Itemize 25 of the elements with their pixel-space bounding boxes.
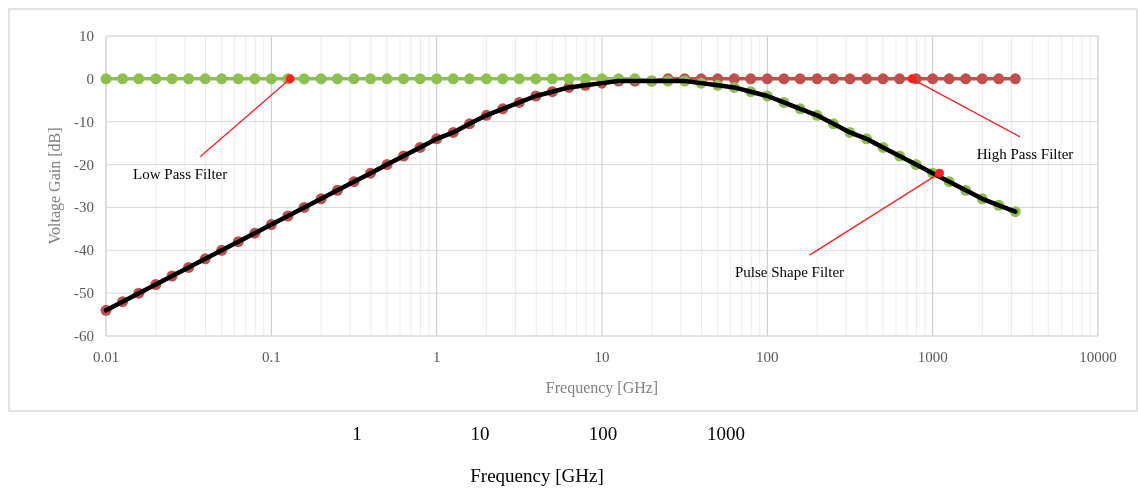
annotation: Low Pass Filter <box>133 165 228 182</box>
text: Frequency [GHz] <box>470 465 604 486</box>
text: 1000 <box>707 423 745 444</box>
x-axis-title: Frequency [GHz] <box>545 379 659 397</box>
x-tick-label: 0.1 <box>261 349 281 365</box>
annotation: Pulse Shape Filter <box>734 264 845 281</box>
y-tick-label: -50 <box>74 285 94 302</box>
x-tick-label: 10000 <box>1079 349 1117 365</box>
text: 100 <box>588 423 618 444</box>
y-tick-label: -40 <box>74 242 94 259</box>
text: 10 <box>470 423 490 444</box>
y-tick-label: 0 <box>86 70 94 87</box>
x-tick-label: 100 <box>756 349 779 365</box>
x-tick-label: 0.01 <box>92 349 120 365</box>
x-tick-label: 1000 <box>917 349 948 365</box>
y-tick-label: -20 <box>74 156 94 173</box>
text: 1 <box>352 423 362 444</box>
x-tick-label: 10 <box>594 349 610 365</box>
y-tick-label: -10 <box>74 113 94 130</box>
annotation: High Pass Filter <box>976 145 1074 162</box>
y-tick-label: 10 <box>79 28 94 44</box>
x-tick-label: 1 <box>432 349 441 365</box>
y-tick-label: -30 <box>74 199 94 216</box>
y-axis-title: Voltage Gain [dB] <box>46 127 64 245</box>
y-tick-label: -60 <box>74 328 94 344</box>
